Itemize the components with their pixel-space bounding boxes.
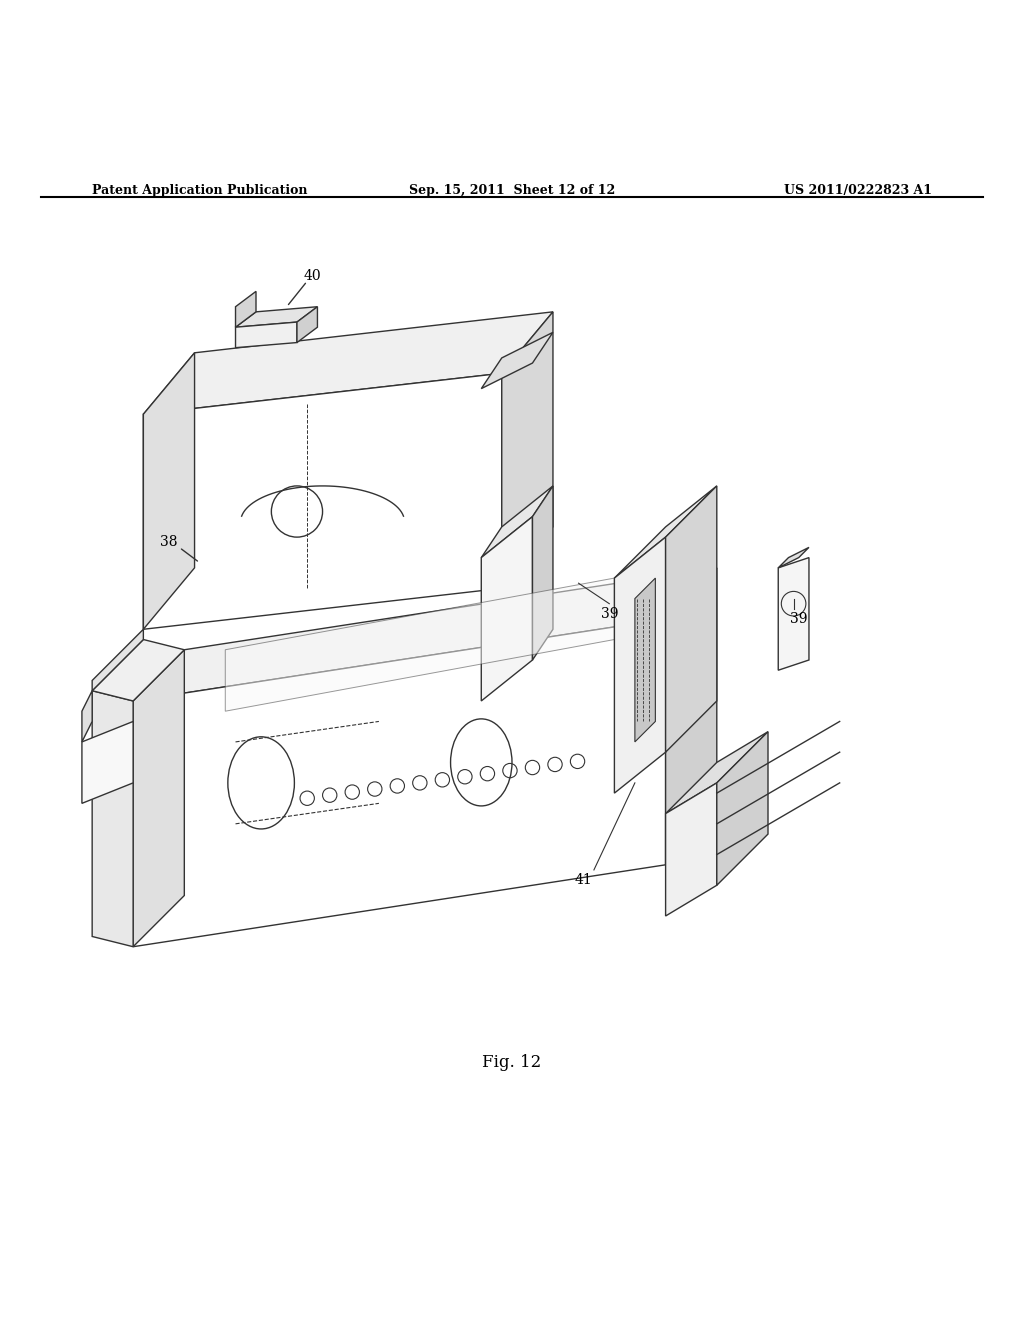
Text: Fig. 12: Fig. 12 [482,1055,542,1072]
Text: US 2011/0222823 A1: US 2011/0222823 A1 [783,183,932,197]
Polygon shape [133,649,184,946]
Polygon shape [481,516,532,701]
Polygon shape [133,568,717,701]
Text: Patent Application Publication: Patent Application Publication [92,183,307,197]
Polygon shape [614,486,717,578]
Text: Sep. 15, 2011  Sheet 12 of 12: Sep. 15, 2011 Sheet 12 of 12 [409,183,615,197]
Polygon shape [614,537,666,793]
Polygon shape [92,630,143,690]
Polygon shape [666,568,717,865]
Text: 38: 38 [160,535,178,549]
Polygon shape [778,548,809,568]
Text: 39: 39 [600,607,618,620]
Text: 40: 40 [303,269,322,282]
Polygon shape [236,292,256,327]
Polygon shape [92,690,133,946]
Polygon shape [666,783,717,916]
Text: 39: 39 [790,612,808,626]
Polygon shape [225,578,614,711]
Polygon shape [666,486,717,752]
Text: 41: 41 [574,873,593,887]
Polygon shape [143,374,502,630]
Polygon shape [297,306,317,343]
Polygon shape [532,486,553,660]
Polygon shape [143,352,195,630]
Polygon shape [236,322,297,347]
Polygon shape [82,690,92,742]
Polygon shape [481,333,553,388]
Polygon shape [236,306,317,327]
Polygon shape [92,639,184,701]
Polygon shape [778,557,809,671]
Polygon shape [143,312,553,414]
Polygon shape [82,722,133,804]
Polygon shape [481,486,553,557]
Polygon shape [502,312,553,589]
Polygon shape [133,619,666,946]
Polygon shape [666,731,768,813]
Polygon shape [717,731,768,886]
Polygon shape [635,578,655,742]
